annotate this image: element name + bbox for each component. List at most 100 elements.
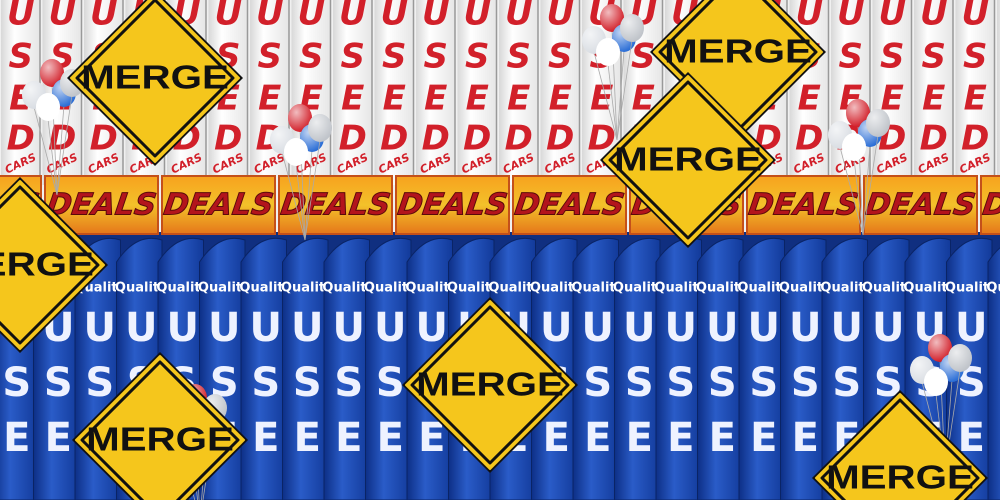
deals-banner [746, 175, 861, 235]
flag-letter: U [125, 305, 157, 351]
flag-letter: S [548, 37, 573, 77]
flag-letter: U [374, 305, 406, 351]
balloon-shine [846, 99, 870, 127]
balloon-shine [620, 14, 644, 42]
flag-letter: S [666, 360, 695, 406]
balloon-shine [924, 368, 948, 396]
balloon-shine [308, 114, 332, 142]
flag-letter: E [549, 79, 572, 119]
flag-letter: D [214, 119, 242, 159]
flag-letter: D [463, 119, 491, 159]
flag-letter: E [964, 79, 987, 119]
flag-letter: D [920, 119, 948, 159]
sign-face [405, 300, 575, 470]
red-flag [457, 0, 496, 185]
deals-text: DEALS [44, 188, 158, 223]
flag-letter: D [339, 119, 367, 159]
flag-header: Quality [862, 281, 915, 296]
sign-label: MERGE [614, 141, 762, 178]
blue-flag [946, 237, 993, 500]
flag-letter: S [382, 37, 407, 77]
balloon-string [616, 39, 633, 141]
red-flag [540, 0, 579, 185]
flag-letter: E [750, 415, 777, 461]
flag-letter: E [709, 415, 736, 461]
deals-text: DEALS [161, 188, 275, 223]
balloon-string [56, 94, 73, 196]
flag-letter: S [507, 37, 532, 77]
flag-letter: S [258, 37, 283, 77]
balloon-string [593, 51, 618, 141]
flag-caption: CARS [999, 151, 1000, 177]
blue-flag [780, 237, 827, 500]
balloon-shine [596, 38, 620, 66]
red-flag [914, 0, 953, 185]
sign-border [410, 305, 570, 465]
flag-letter: U [297, 0, 325, 34]
flag-letter: S [963, 37, 988, 77]
flag-header: Quality [364, 281, 417, 296]
deals-banner [278, 175, 393, 235]
flag-header: Quality [571, 281, 624, 296]
flag-header: Quality [447, 281, 500, 296]
flag-letter: U [665, 305, 697, 351]
deals-banner [512, 175, 627, 235]
flag-header: Quality [613, 281, 666, 296]
flag-letter: U [422, 0, 450, 34]
flag-letter: S [293, 360, 322, 406]
flag-letter: U [920, 0, 948, 34]
balloon-string [47, 118, 58, 196]
sign-label: MERGE [826, 459, 974, 496]
flag-header: Quality [779, 281, 832, 296]
sign-face [0, 180, 105, 350]
flag-letter: E [507, 79, 530, 119]
flag-header: Quality [696, 281, 749, 296]
sign-border [80, 360, 240, 500]
sign-border [0, 185, 100, 345]
balloon-shine [842, 133, 866, 161]
deals-text: DEALS [278, 188, 392, 223]
flag-header: Quality [239, 281, 292, 296]
flag-header: Quality [405, 281, 458, 296]
flag-letter: U [256, 0, 284, 34]
flag-letter: S [583, 360, 612, 406]
flag-letter: E [632, 79, 655, 119]
flag-letter: U [748, 305, 780, 351]
flag-letter: U [546, 0, 574, 34]
balloon-string [862, 144, 871, 236]
balloon-string [862, 134, 879, 236]
flag-letter: E [377, 415, 404, 461]
deals-banner [161, 175, 276, 235]
balloon-shine [866, 109, 890, 137]
flag-letter: U [623, 305, 655, 351]
flag-letter: E [45, 415, 72, 461]
flag-letter: U [463, 0, 491, 34]
flag-letter: E [667, 415, 694, 461]
merge-sign: MERGE [0, 177, 108, 353]
flag-header: Quality [115, 281, 168, 296]
deals-text: DEALS [512, 188, 626, 223]
flag-letter: U [339, 0, 367, 34]
flag-letter: E [590, 79, 613, 119]
sign-border [75, 0, 235, 158]
red-flag [997, 0, 1000, 185]
flag-letter: E [294, 415, 321, 461]
flag-letter: S [85, 360, 114, 406]
flag-header: Quality [156, 281, 209, 296]
flag-letter: U [291, 305, 323, 351]
flag-letter: E [584, 415, 611, 461]
flag-letter: D [380, 119, 408, 159]
flag-letter: S [749, 360, 778, 406]
merge-sign: MERGE [67, 0, 243, 166]
flag-letter: S [9, 37, 34, 77]
flag-letter: U [997, 305, 1000, 351]
flag-letter: S [832, 360, 861, 406]
flag-letter: U [208, 305, 240, 351]
balloon-string [304, 139, 321, 241]
red-flag [333, 0, 372, 185]
flag-header: Quality [488, 281, 541, 296]
flag-letter: S [922, 37, 947, 77]
flag-letter: S [334, 360, 363, 406]
